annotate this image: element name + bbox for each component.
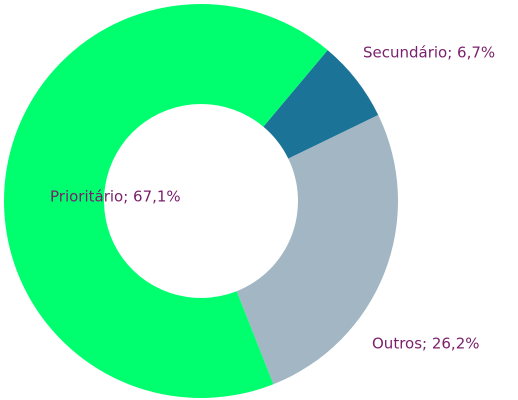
slice-label: Secundário; 6,7% — [363, 44, 495, 62]
donut-slice — [236, 115, 398, 385]
donut-slice — [3, 3, 328, 398]
slice-label: Prioritário; 67,1% — [50, 188, 181, 206]
donut-slice — [263, 50, 379, 159]
slice-label: Outros; 26,2% — [372, 335, 480, 353]
